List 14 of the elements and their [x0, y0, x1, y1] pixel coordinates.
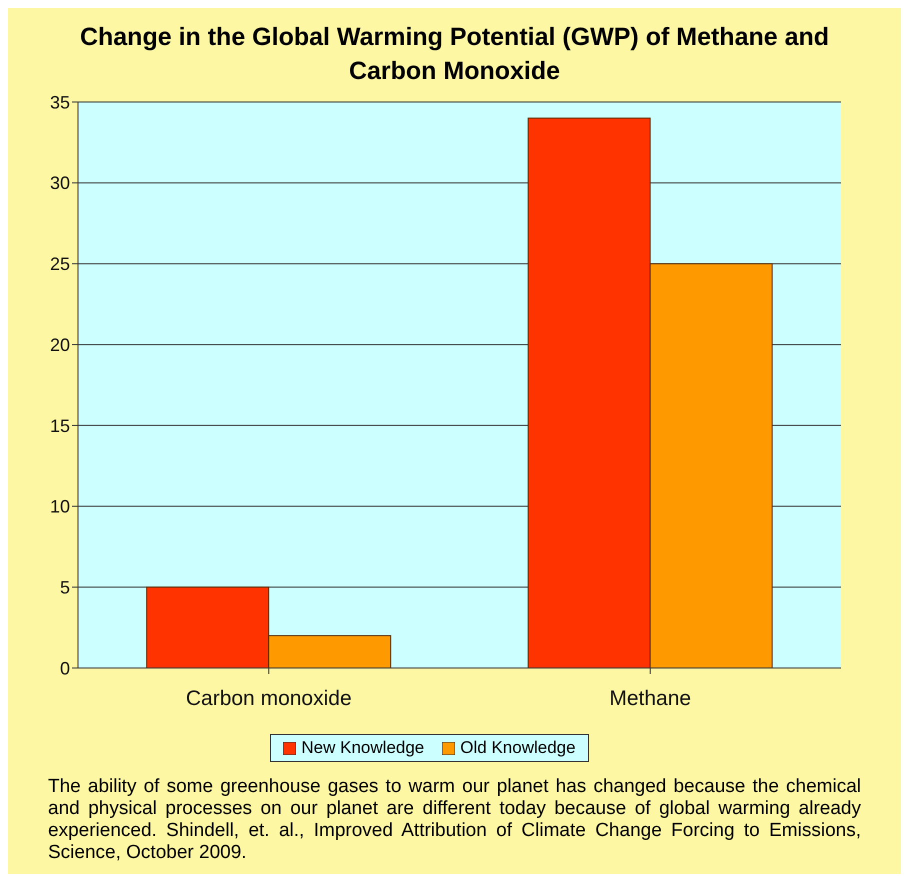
x-tick-label: Carbon monoxide: [186, 686, 352, 710]
chart-title: Change in the Global Warming Potential (GWP) of Methane and Carbon Monoxide: [78, 22, 830, 87]
y-tick-label: 0: [60, 658, 70, 678]
text: The ability of some greenhouse gases to warm our planet has changed because the chemical and physical processes on our planet are different today because of global warming already experienced. Shindell, et. al., Improved Attribution of Climate Change Forcing to Emissions, Science, October 2009.: [47, 775, 862, 864]
y-tick-label: 35: [50, 92, 70, 112]
y-tick-label: 10: [50, 496, 70, 517]
legend-label: Old Knowledge: [459, 738, 576, 758]
legend-label: New Knowledge: [300, 738, 424, 758]
y-tick-label: 25: [50, 254, 70, 274]
y-tick-label: 15: [50, 416, 70, 436]
x-tick-label: Methane: [609, 686, 692, 710]
y-tick-label: 20: [50, 334, 70, 355]
y-tick-label: 5: [60, 578, 70, 598]
y-tick-label: 30: [50, 173, 70, 194]
